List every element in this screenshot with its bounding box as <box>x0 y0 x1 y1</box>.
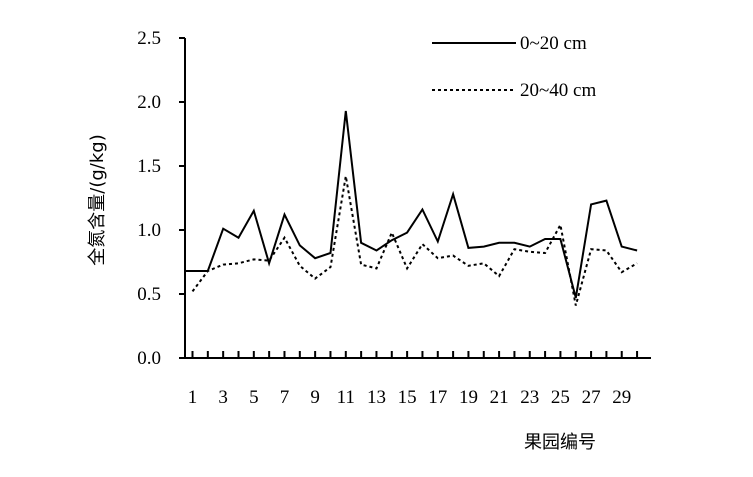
x-tick-label: 5 <box>249 387 259 408</box>
x-tick-label: 23 <box>520 387 539 408</box>
x-tick-label: 25 <box>551 387 570 408</box>
legend-label-20-40cm: 20~40 cm <box>520 80 596 101</box>
legend: 0~20 cm 20~40 cm <box>432 33 596 101</box>
y-tick-label: 0.0 <box>137 348 161 369</box>
legend-label-0-20cm: 0~20 cm <box>520 33 587 54</box>
x-tick-label: 17 <box>428 387 447 408</box>
y-tick-label: 2.5 <box>137 28 161 49</box>
x-axis-title: 果园编号 <box>524 432 596 453</box>
y-axis-title: 全氮含量/(g/kg) <box>87 134 108 265</box>
x-tick-label: 21 <box>490 387 509 408</box>
x-tick-label: 7 <box>280 387 290 408</box>
x-tick-label: 1 <box>188 387 198 408</box>
series-layer <box>184 110 638 306</box>
x-tick-label: 11 <box>337 387 355 408</box>
y-tick-label: 1.0 <box>137 220 161 241</box>
x-tick-label: 29 <box>612 387 631 408</box>
y-tick-label: 0.5 <box>137 284 161 305</box>
x-tick-label: 15 <box>398 387 417 408</box>
x-tick-label: 9 <box>310 387 320 408</box>
x-tick-label: 19 <box>459 387 478 408</box>
series-line-0 <box>184 110 638 299</box>
axes: 0.00.51.01.52.02.51 3 5 7 9 11 13 15 17 19 21 23 25 2… <box>137 28 651 408</box>
x-tick-label: 27 <box>582 387 601 408</box>
y-tick-label: 1.5 <box>137 156 161 177</box>
y-tick-label: 2.0 <box>137 92 161 113</box>
series-line-1 <box>191 176 638 306</box>
x-tick-label: 3 <box>218 387 228 408</box>
x-tick-label: 13 <box>367 387 386 408</box>
